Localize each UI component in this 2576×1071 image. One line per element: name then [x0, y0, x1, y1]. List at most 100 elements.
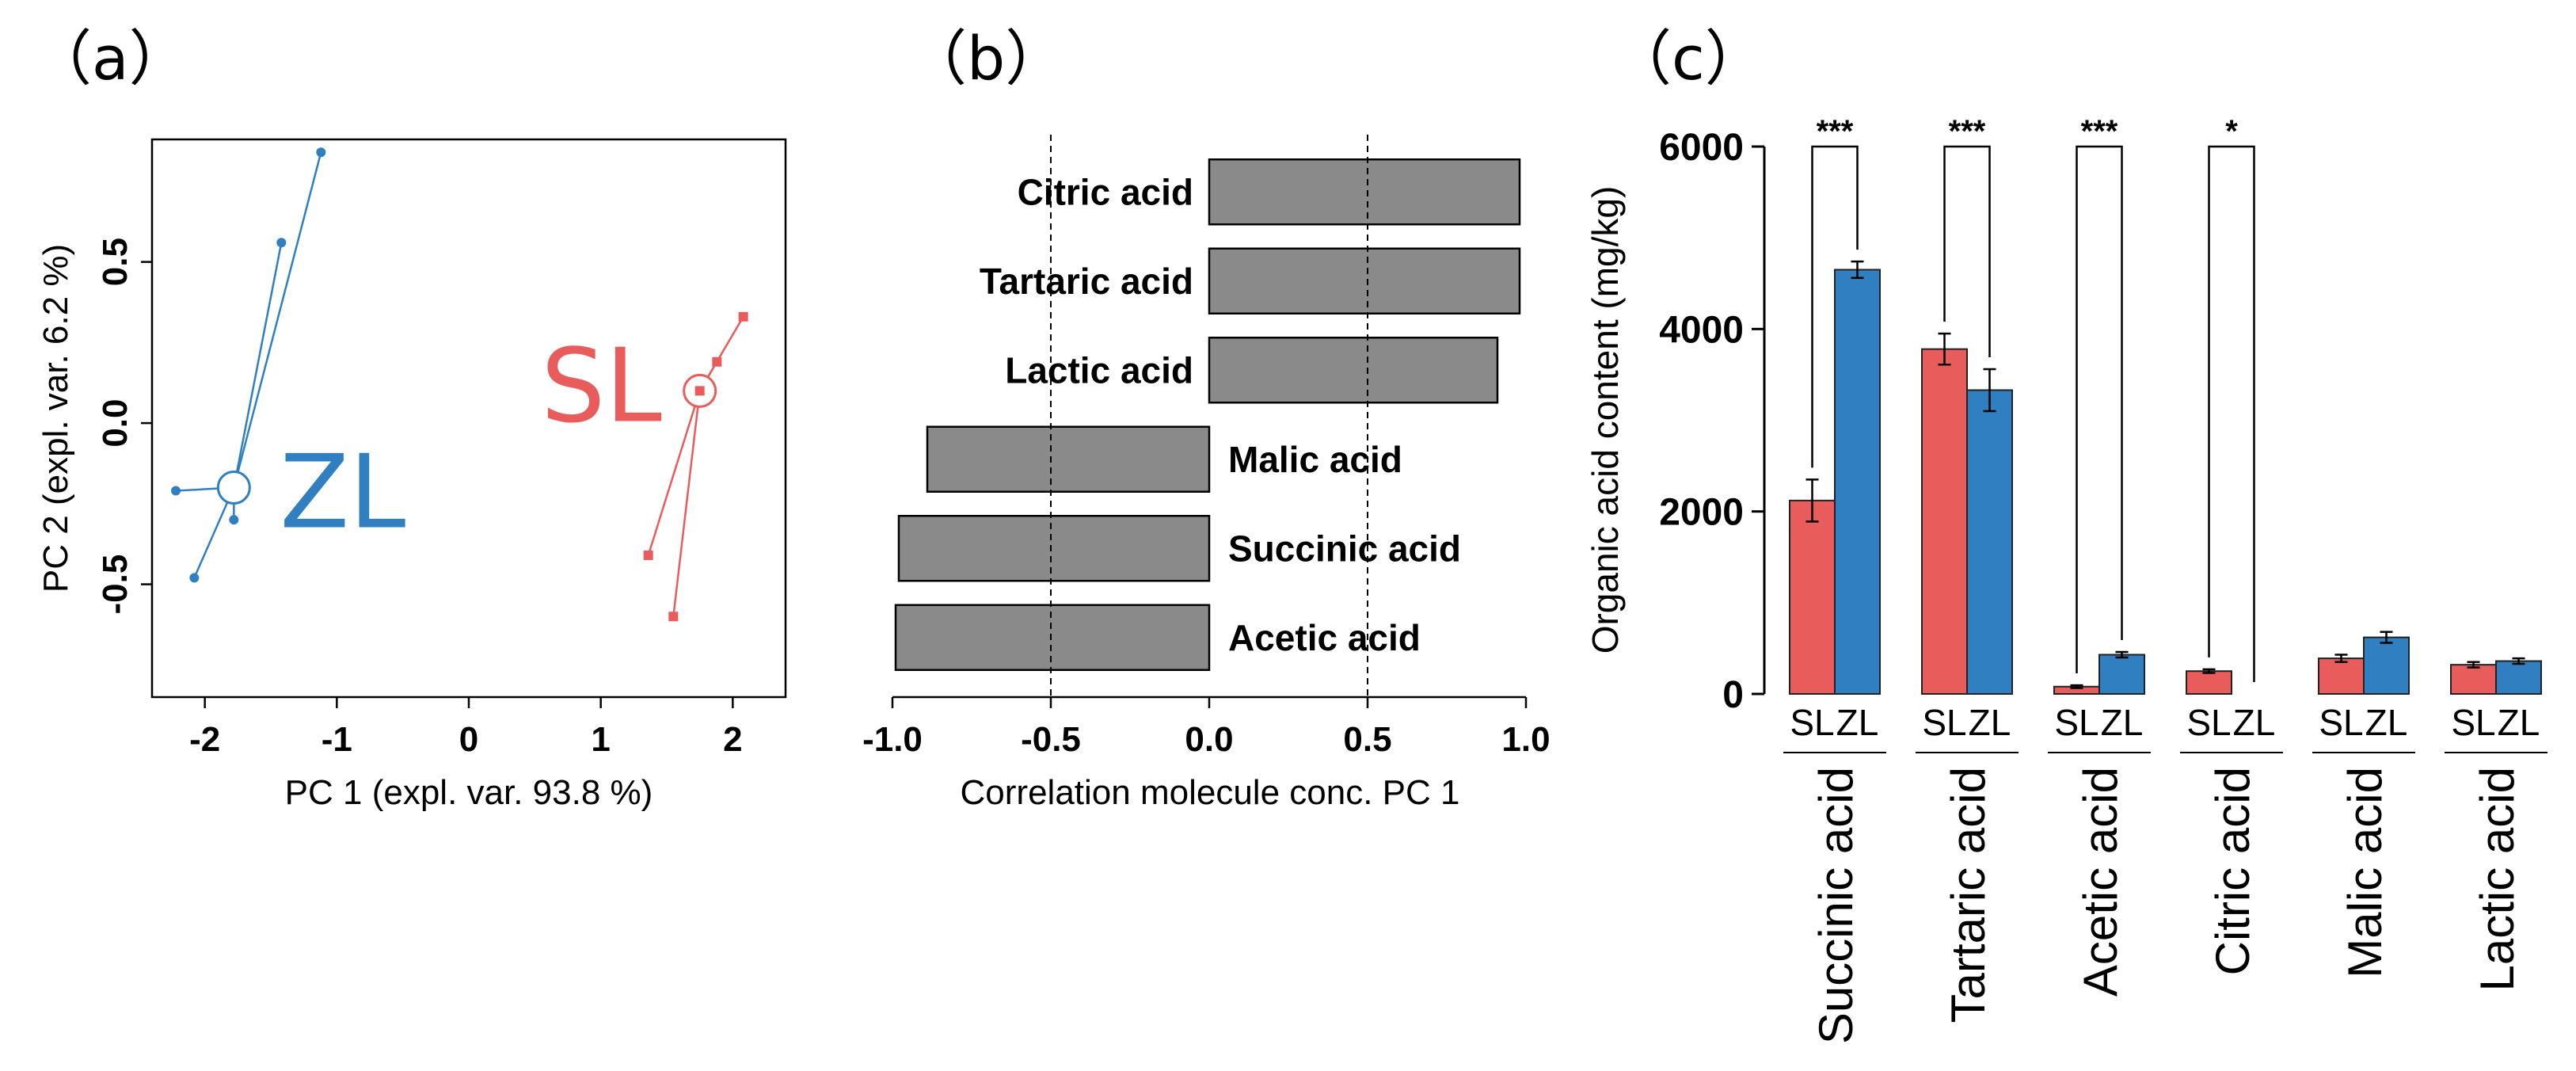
bar-zl	[2495, 660, 2542, 695]
data-points	[171, 147, 748, 622]
series-tick-label: SL	[1790, 702, 1834, 743]
x-tick-label: -1.0	[862, 720, 923, 759]
category-label: Lactic acid	[2471, 767, 2524, 991]
reference-lines	[1050, 135, 1368, 697]
bar-zl	[1834, 269, 1881, 696]
bar	[1208, 337, 1499, 404]
x-axis-label: Correlation molecule conc. PC 1	[961, 773, 1460, 812]
category-label: Citric acid	[1018, 171, 1193, 212]
y-tick-label: 0.5	[96, 238, 135, 286]
x-tick-label: -1	[322, 720, 352, 759]
data-point	[712, 356, 722, 367]
group-label-sl: SL	[541, 327, 662, 445]
x-tick-label: -0.5	[1021, 720, 1081, 759]
group-label-zl: ZL	[280, 433, 405, 551]
panel-label-b: （b）	[907, 23, 1065, 93]
bar	[1208, 158, 1521, 226]
x-tick-label: 2	[723, 720, 742, 759]
significance-brackets: *** *** *** *	[1811, 114, 2255, 682]
bar	[926, 425, 1211, 493]
group-centroid	[216, 470, 251, 505]
panel-label-a: （a）	[32, 23, 189, 93]
significance-bracket	[1943, 145, 1991, 358]
significance-bracket	[1811, 145, 1859, 468]
category-label: Lactic acid	[1005, 349, 1193, 391]
bar-sl	[1921, 348, 1968, 695]
series-tick-label: SL	[2186, 702, 2231, 743]
centroid-link	[233, 151, 322, 488]
significance-label: *	[2225, 114, 2238, 149]
y-tick-label: 0.0	[96, 399, 135, 448]
data-point	[738, 311, 748, 322]
series-tick-label: SL	[2054, 702, 2098, 743]
centroid-link	[672, 391, 701, 617]
bar-sl	[2450, 664, 2497, 695]
panel-label-c: （c）	[1611, 23, 1765, 93]
x-tick-label: 1	[591, 720, 610, 759]
category-label: Acetic acid	[1228, 617, 1421, 658]
series-tick-label: SL	[2319, 702, 2363, 743]
series-tick-label: SL	[2451, 702, 2495, 743]
centroid-link	[647, 391, 701, 556]
series-tick-label: ZL	[1969, 702, 2011, 743]
data-point	[668, 612, 679, 622]
significance-label: ***	[1949, 114, 1986, 149]
series-tick-label: ZL	[2365, 702, 2408, 743]
significance-label: ***	[2081, 114, 2118, 149]
series-tick-label: ZL	[2101, 702, 2144, 743]
significance-label: ***	[1817, 114, 1854, 149]
category-label: Succinic acid	[1809, 767, 1863, 1044]
correlation-bar-chart: Citric acid Tartaric acid Lactic acid Malic…	[862, 135, 1551, 812]
x-tick-label: -2	[189, 720, 220, 759]
bar	[897, 515, 1211, 582]
x-axis: -1.0 -0.5 0.0 0.5 1.0	[862, 696, 1551, 759]
data-point	[189, 573, 200, 583]
series-tick-label: ZL	[1836, 702, 1879, 743]
category-label: Tartaric acid	[1942, 767, 1995, 1023]
x-axis-label: PC 1 (expl. var. 93.8 %)	[285, 773, 653, 812]
y-tick-label: 4000	[1659, 309, 1744, 351]
bars	[1789, 260, 2542, 696]
x-tick-label: 0	[459, 720, 478, 759]
data-point	[643, 550, 653, 560]
bar-sl	[1789, 499, 1836, 696]
bar-sl	[2318, 657, 2365, 696]
significance-bracket	[2076, 145, 2123, 674]
bar-sl	[2186, 670, 2232, 695]
bars	[894, 158, 1521, 671]
data-point	[171, 486, 181, 496]
category-label: Malic acid	[2338, 767, 2391, 978]
category-label: Citric acid	[2206, 767, 2259, 975]
series-tick-label: SL	[1922, 702, 1966, 743]
data-point	[316, 147, 326, 158]
centroid-link	[233, 242, 283, 488]
data-point	[276, 238, 287, 248]
category-label: Malic acid	[1228, 439, 1402, 480]
bar-zl	[2098, 654, 2145, 695]
category-label: Succinic acid	[1228, 528, 1461, 569]
data-point	[229, 515, 239, 525]
y-axis-label: PC 2 (expl. var. 6.2 %)	[36, 244, 75, 593]
y-tick-label: 2000	[1659, 492, 1744, 534]
category-label: Acetic acid	[2074, 767, 2127, 997]
category-labels: Citric acid Tartaric acid Lactic acid Malic…	[980, 171, 1461, 658]
series-tick-label: ZL	[2233, 702, 2276, 743]
bar	[1208, 247, 1521, 314]
y-tick-label: 6000	[1659, 127, 1744, 169]
x-tick-label: 0.5	[1343, 720, 1391, 759]
series-tick-label: ZL	[2498, 702, 2540, 743]
y-tick-label: 0	[1722, 674, 1744, 716]
x-tick-label: 0.0	[1185, 720, 1233, 759]
y-axis-label: Organic acid content (mg/kg)	[1585, 186, 1626, 654]
axis-ticks: -2 -1 0 1 2 -0.5 0.0 0.5	[96, 238, 743, 759]
bar	[894, 604, 1211, 671]
bar-zl	[1966, 389, 2013, 695]
category-label: Tartaric acid	[980, 261, 1193, 302]
y-tick-label: -0.5	[96, 555, 135, 615]
pca-scatter-plot: -2 -1 0 1 2 -0.5 0.0 0.5 ZL SL PC 1 (expl. var. …	[36, 138, 787, 812]
group-labels: ZL SL	[280, 327, 661, 551]
y-axis: 0 2000 4000 6000	[1659, 127, 1766, 716]
centroid-dot	[694, 386, 705, 396]
